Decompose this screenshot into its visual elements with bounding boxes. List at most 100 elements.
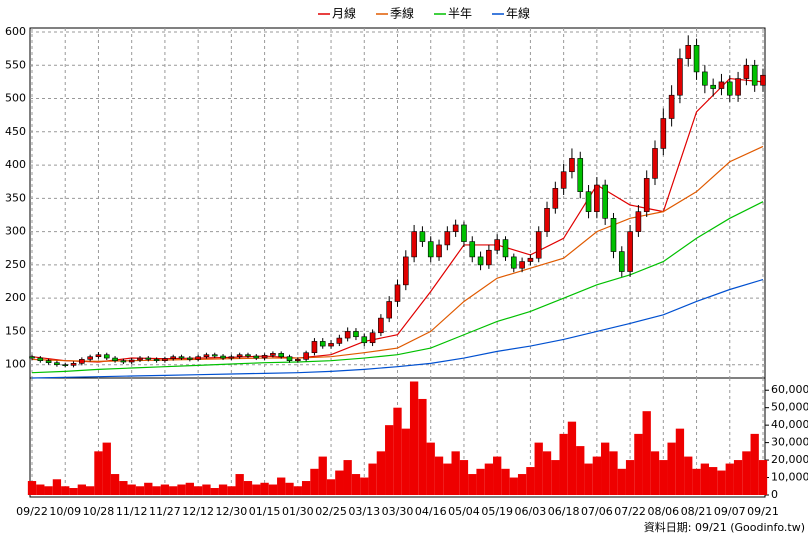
candle-body <box>427 241 434 258</box>
volume-bar <box>709 467 718 495</box>
y2-tick-label: 0 <box>771 488 778 501</box>
candle-body <box>594 184 600 212</box>
candle-body <box>726 81 733 96</box>
volume-bar <box>684 456 693 495</box>
volume-bar <box>326 479 336 495</box>
candle-body <box>452 224 459 232</box>
volume-bar <box>85 486 95 495</box>
volume-bar <box>393 407 402 495</box>
candle-body <box>45 360 52 363</box>
volume-bar <box>119 481 128 495</box>
volume-bar <box>692 468 701 495</box>
legend-label: 年線 <box>506 6 530 21</box>
volume-bar <box>385 425 394 495</box>
volume-bar <box>725 463 734 495</box>
footer: 資料日期: 09/21 (Goodinfo.tw) <box>644 520 805 534</box>
candle-body <box>328 343 334 347</box>
volume-bar <box>293 486 302 495</box>
x-tick-label: 09/22 <box>16 505 48 518</box>
volume-bar <box>110 474 120 495</box>
y-tick-label: 300 <box>5 225 26 238</box>
candle-body <box>245 354 251 357</box>
volume-bar <box>152 486 161 495</box>
candle-body <box>461 224 467 242</box>
x-tick-label: 08/06 <box>647 505 679 518</box>
candle-body <box>618 251 625 272</box>
volume-bar <box>758 460 768 495</box>
x-tick-label: 05/19 <box>481 505 513 518</box>
volume-bar <box>451 451 460 495</box>
candle-body <box>137 357 143 361</box>
volume-bar <box>343 460 352 495</box>
candle-body <box>585 191 592 212</box>
y-tick-label: 250 <box>5 258 26 271</box>
candle-body <box>187 357 193 360</box>
candle-body <box>677 58 683 96</box>
y-tick-label: 400 <box>5 158 26 171</box>
volume-bar <box>401 428 410 495</box>
volume-bar <box>542 451 552 495</box>
volume-bar <box>376 451 386 495</box>
volume-bar <box>260 482 269 495</box>
candle-body <box>153 359 160 361</box>
candle-body <box>652 148 658 179</box>
candle-body <box>253 355 260 359</box>
volume-bar <box>650 451 660 495</box>
candle-body <box>344 331 351 339</box>
volume-bar <box>493 456 502 495</box>
y2-tick-label: 10,000 <box>771 471 808 484</box>
candle-body <box>544 208 550 232</box>
candle-body <box>477 256 484 266</box>
x-tick-label: 12/30 <box>216 505 248 518</box>
candle-body <box>419 231 426 242</box>
candle-body <box>120 360 127 363</box>
volume-bar <box>277 477 286 495</box>
candle-body <box>203 354 210 358</box>
legend-label: 月線 <box>332 6 356 21</box>
candle-body <box>660 118 667 149</box>
volume-bar <box>509 477 518 495</box>
candle-body <box>560 171 567 189</box>
candle-body <box>527 257 534 262</box>
volume-bar <box>534 442 543 495</box>
x-tick-label: 10/09 <box>49 505 81 518</box>
volume-bar <box>418 398 427 495</box>
volume-bar <box>634 433 643 495</box>
volume-bar <box>94 451 103 495</box>
candle-body <box>486 249 492 266</box>
volume-bar <box>592 456 602 495</box>
candle-body <box>411 231 417 258</box>
candle-body <box>602 184 608 219</box>
candle-body <box>702 71 708 86</box>
volume-bar <box>576 446 585 495</box>
candle-body <box>79 359 85 364</box>
volume-bar <box>127 484 136 495</box>
y2-tick-label: 40,000 <box>771 418 808 431</box>
ma-line <box>31 201 764 374</box>
volume-bar <box>601 442 610 495</box>
candle-body <box>610 218 617 252</box>
volume-bar <box>77 484 86 495</box>
volume-bar <box>27 481 37 495</box>
volume-bar <box>243 481 253 495</box>
candle-body <box>195 356 201 360</box>
candle-body <box>87 356 93 360</box>
candle-body <box>270 353 276 356</box>
y-tick-label: 150 <box>5 324 26 337</box>
candle-body <box>162 358 168 361</box>
y-tick-label: 550 <box>5 58 26 71</box>
volume-bar <box>227 486 236 495</box>
x-tick-label: 03/30 <box>382 505 414 518</box>
candle-body <box>295 359 301 361</box>
candle-body <box>128 359 135 363</box>
candle-body <box>37 357 44 361</box>
volume-bar <box>61 486 70 495</box>
candle-body <box>751 64 758 86</box>
volume-bar <box>44 486 53 495</box>
volume-bar <box>559 433 568 495</box>
candle-body <box>211 354 218 357</box>
y2-tick-label: 30,000 <box>771 436 808 449</box>
candle-body <box>635 211 642 232</box>
x-tick-label: 06/18 <box>548 505 580 518</box>
x-tick-label: 08/21 <box>681 505 713 518</box>
